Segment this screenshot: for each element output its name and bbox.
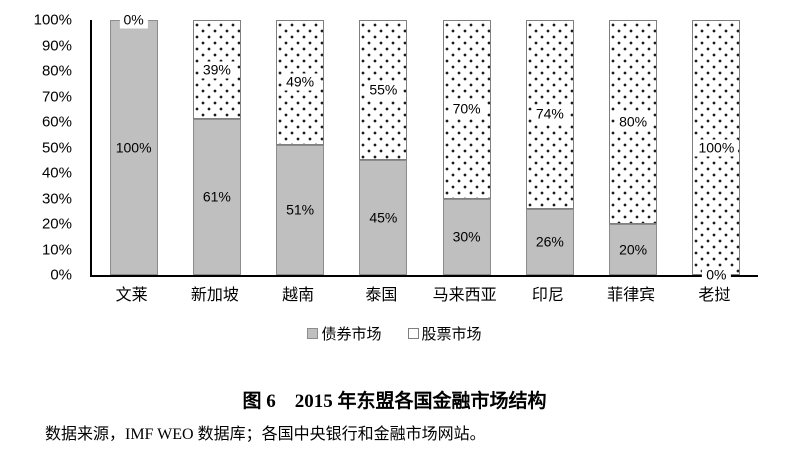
bond-value-label: 0%	[702, 266, 731, 284]
y-axis-tick-label: 70%	[41, 88, 72, 105]
bond-value-label: 26%	[535, 233, 564, 250]
x-axis: 文莱 新加坡 越南 泰国 马来西亚 印尼 菲律宾 老挝	[90, 281, 756, 304]
bond-segment	[609, 224, 658, 275]
x-axis-category-label: 马来西亚	[432, 287, 497, 304]
bond-segment	[109, 20, 158, 275]
bond-value-label: 61%	[202, 188, 231, 205]
bar-泰国: 45% 55%	[359, 20, 408, 275]
bond-value-label: 100%	[115, 139, 152, 155]
y-axis-tick-label: 100%	[33, 11, 72, 29]
legend-label: 债券市场	[321, 327, 382, 343]
y-axis-tick-label: 80%	[41, 62, 72, 80]
bar-印尼: 26% 74%	[525, 20, 574, 275]
bond-value-label: 51%	[286, 201, 315, 218]
bond-swatch-icon	[307, 328, 319, 339]
bar-越南: 51% 49%	[276, 20, 325, 275]
stock-value-label: 100%	[694, 139, 739, 156]
stock-value-label: 55%	[365, 81, 402, 99]
legend-item-bond-market: 债券市场	[307, 323, 382, 344]
figure-caption-title: 图 6 2015 年东盟各国金融市场结构	[242, 391, 547, 412]
stock-value-label: 39%	[198, 61, 235, 79]
y-axis-tick-label: 60%	[41, 113, 72, 131]
bond-segment	[192, 119, 241, 275]
y-axis-tick-label: 50%	[41, 139, 72, 156]
x-axis-category-label: 印尼	[531, 287, 564, 304]
y-axis-tick-label: 90%	[41, 37, 72, 54]
bar-文莱: 100% 0%	[109, 11, 158, 275]
stock-value-label: 49%	[282, 73, 319, 91]
bar-马来西亚: 30% 70%	[442, 20, 491, 275]
x-axis-category-label: 文莱	[115, 287, 148, 304]
figure-source-note: 数据来源，IMF WEO 数据库；各国中央银行和金融市场网站。	[45, 426, 486, 443]
y-axis-tick-label: 40%	[41, 164, 72, 182]
x-axis-category-label: 老挝	[698, 287, 731, 304]
stock-value-label: 74%	[531, 105, 568, 123]
bond-segment	[442, 198, 491, 275]
stock-swatch-icon	[407, 328, 419, 339]
y-axis-tick-label: 30%	[41, 190, 72, 207]
y-axis-tick-label: 20%	[41, 215, 72, 233]
x-axis-category-label: 菲律宾	[607, 287, 656, 304]
legend-label: 股票市场	[421, 327, 482, 343]
bar-老挝: 0% 100%	[692, 20, 741, 284]
x-axis-category-label: 泰国	[365, 287, 398, 304]
bar-新加坡: 61% 39%	[192, 20, 241, 275]
y-axis-tick-label: 0%	[50, 266, 72, 284]
bond-segment	[359, 160, 408, 275]
bar-菲律宾: 20% 80%	[609, 20, 658, 275]
bond-value-label: 30%	[452, 228, 481, 245]
x-axis-category-label: 新加坡	[190, 287, 239, 304]
stock-value-label: 0%	[119, 11, 148, 29]
chart-legend: 债券市场 股票市场	[0, 323, 789, 344]
bond-value-label: 20%	[619, 241, 648, 257]
bond-value-label: 45%	[369, 209, 398, 226]
y-axis-tick-label: 10%	[41, 241, 72, 258]
bond-segment	[525, 208, 574, 275]
plot-area: 100% 0% 61% 39% 51% 49% 45% 55% 30% 70% 26% 74% 20% 8…	[90, 11, 758, 284]
x-axis-category-label: 越南	[282, 287, 315, 304]
stock-value-label: 80%	[615, 113, 652, 131]
bond-segment	[276, 144, 325, 275]
stock-value-label: 70%	[448, 100, 485, 118]
y-axis: 100% 90% 80% 70% 60% 50% 40% 30% 20% 10% 0%	[0, 12, 80, 284]
legend-item-stock-market: 股票市场	[407, 323, 482, 344]
